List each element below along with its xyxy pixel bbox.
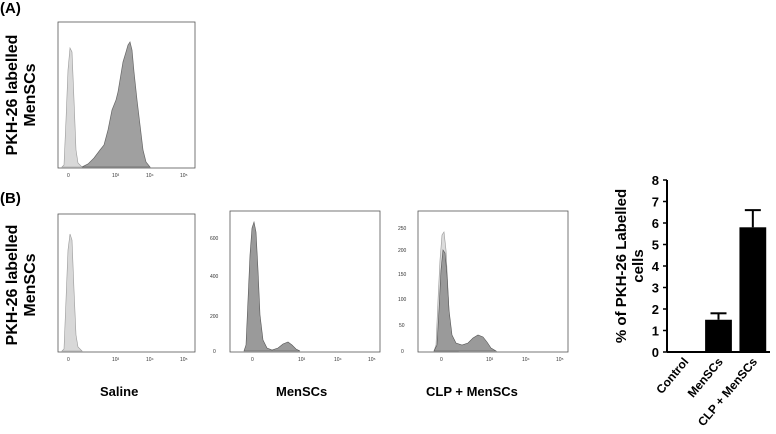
histogram-clp-ytick-2: 100 <box>398 297 407 303</box>
histogram-clp-ytick-0: 0 <box>401 349 404 355</box>
bar-chart-ytick-label-1: 1 <box>652 324 659 339</box>
histogram-clp-xtick-3: 10⁵ <box>556 357 564 363</box>
histogram-menscs-xtick-1: 10³ <box>298 357 306 363</box>
panel-a-ylabel: PKH-26 labelled MenSCs <box>4 35 39 156</box>
histogram-clp-ytick-1: 50 <box>399 323 405 329</box>
bar-1 <box>705 319 732 352</box>
panel-b-label: (B) <box>0 190 21 207</box>
bar-chart-ylabel-line1: % of PKH-26 Labelled <box>613 189 630 343</box>
histogram-saline-frame <box>57 213 196 353</box>
histogram-a-xtick-0: 0 <box>67 173 70 179</box>
bar-2 <box>739 227 767 352</box>
panel-b-ylabel-line2: MenSCs <box>22 253 39 316</box>
histogram-menscs-xtick-3: 10⁵ <box>368 357 376 363</box>
bar-0 <box>670 351 698 353</box>
bar-chart-ytick-label-2: 2 <box>652 302 659 317</box>
histogram-a-control-peak <box>61 46 83 168</box>
histogram-menscs-ytick-0: 0 <box>213 349 216 355</box>
bar-chart-ytick-label-6: 6 <box>652 216 659 231</box>
histogram-menscs-ytick-1: 200 <box>210 314 219 320</box>
bar-chart-ylabel-line2: cells <box>630 249 647 282</box>
histogram-saline-peak <box>61 233 83 352</box>
histogram-menscs-ytick-2: 400 <box>210 274 219 280</box>
panel-b-ylabel-line1: PKH-26 labelled <box>4 225 21 346</box>
histogram-a-xtick-1: 10³ <box>112 173 120 179</box>
bar-chart-ytick-label-0: 0 <box>652 345 659 360</box>
histogram-clp-xtick-0: 0 <box>440 357 443 363</box>
histogram-clp-xtick-2: 10⁴ <box>522 357 530 363</box>
panel-a-label: (A) <box>0 0 21 17</box>
histogram-clp-stained-peak <box>433 249 498 352</box>
histogram-menscs-ytick-3: 600 <box>210 236 219 242</box>
histogram-saline-xtick-1: 10³ <box>112 357 120 363</box>
histogram-clp-menscs: 0 50 100 150 200 250 0 10³ 10⁴ 10⁵ CLP +… <box>398 210 569 399</box>
histogram-menscs-frame <box>229 210 381 353</box>
bar-chart-ytick-label-5: 5 <box>652 238 659 253</box>
histogram-saline-xtick-0: 0 <box>67 357 70 363</box>
histogram-saline-xtick-3: 10⁵ <box>180 357 188 363</box>
histogram-menscs-xtick-2: 10⁴ <box>334 357 342 363</box>
histogram-clp-ytick-5: 250 <box>398 226 407 232</box>
histogram-clp-ytick-4: 200 <box>398 248 407 254</box>
histogram-saline-xtick-2: 10⁴ <box>146 357 154 363</box>
histogram-menscs-xtick-0: 0 <box>251 357 254 363</box>
histogram-menscs: 0 200 400 600 0 10³ 10⁴ 10⁵ MenSCs <box>210 210 381 399</box>
histogram-clp-frame <box>417 210 569 353</box>
histogram-a-frame <box>57 21 196 169</box>
bar-chart-ytick-label-7: 7 <box>652 195 659 210</box>
histogram-menscs-peak <box>243 220 301 352</box>
histogram-saline: 0 10³ 10⁴ 10⁵ Saline <box>57 213 196 399</box>
histogram-a-xtick-2: 10⁴ <box>146 173 154 179</box>
panel-b-ylabel: PKH-26 labelled MenSCs <box>4 225 39 346</box>
bar-chart-ylabel: % of PKH-26 Labelled cells <box>613 189 647 343</box>
histogram-clp-xlabel: CLP + MenSCs <box>426 384 518 399</box>
bar-chart-ytick-label-8: 8 <box>652 173 659 188</box>
bar-chart-ytick-label-3: 3 <box>652 281 659 296</box>
bar-chart-ytick-label-4: 4 <box>652 259 660 274</box>
histogram-menscs-xlabel: MenSCs <box>276 384 327 399</box>
histogram-saline-xlabel: Saline <box>100 384 138 399</box>
bar-chart: % of PKH-26 Labelled cells 012345678Cont… <box>613 173 770 429</box>
panel-a-ylabel-line2: MenSCs <box>22 63 39 126</box>
panel-a-ylabel-line1: PKH-26 labelled <box>4 35 21 156</box>
histogram-clp-xtick-1: 10³ <box>486 357 494 363</box>
histogram-a-stained-peak <box>81 41 151 168</box>
histogram-a-xtick-3: 10⁵ <box>180 173 188 179</box>
histogram-clp-ytick-3: 150 <box>398 272 407 278</box>
histogram-a: 0 10³ 10⁴ 10⁵ <box>57 21 196 179</box>
